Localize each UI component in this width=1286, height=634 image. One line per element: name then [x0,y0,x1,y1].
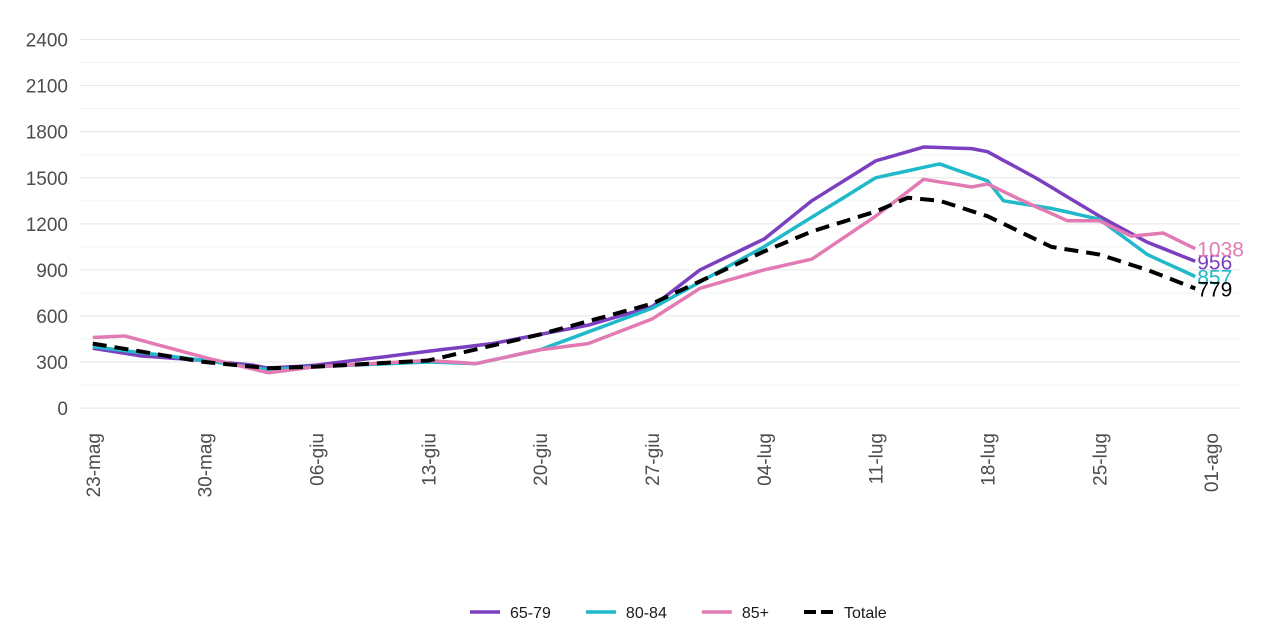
y-tick-label: 0 [57,399,68,420]
legend-label: Totale [844,605,887,622]
x-tick-label: 01-ago [1202,433,1223,492]
y-tick-label: 2400 [26,31,68,52]
legend-label: 85+ [742,605,769,622]
x-tick-label: 27-giu [643,433,664,486]
y-tick-label: 1800 [26,123,68,144]
y-tick-label: 300 [36,353,68,374]
y-tick-label: 1200 [26,215,68,236]
end-label: 1038 [1197,239,1244,262]
x-tick-label: 25-lug [1090,433,1111,486]
end-label: 857 [1197,267,1232,290]
x-tick-label: 04-lug [755,433,776,486]
x-tick-label: 20-giu [531,433,552,486]
end-label: 779 [1197,278,1232,301]
x-tick-label: 30-mag [196,433,217,497]
series-line [92,195,1196,371]
y-tick-label: 1500 [26,169,68,190]
y-tick-label: 2100 [26,77,68,98]
x-tick-label: 13-giu [419,433,440,486]
x-tick-label: 11-lug [867,433,888,484]
y-tick-label: 900 [36,261,68,282]
legend-label: 65-79 [510,605,551,622]
y-tick-label: 600 [36,307,68,328]
series-line [92,177,1197,375]
legend-label: 80-84 [626,605,667,622]
series-line [92,145,1196,370]
legend: 65-79 80-84 85+ Totale [470,605,887,622]
x-tick-label: 23-mag [84,433,105,497]
end-label: 956 [1197,251,1232,274]
x-tick-label: 18-lug [979,433,1000,486]
x-tick-label: 06-giu [307,433,328,486]
